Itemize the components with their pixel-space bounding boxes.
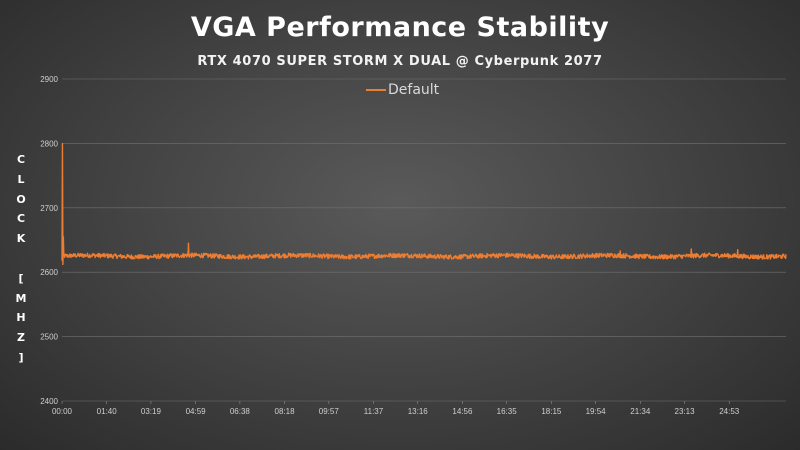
chart-title: VGA Performance Stability bbox=[190, 12, 610, 43]
x-tick-label: 01:40 bbox=[97, 407, 118, 416]
x-tick-label: 11:37 bbox=[364, 407, 384, 416]
y-axis-label-char: C bbox=[16, 212, 26, 226]
y-axis-label-char: C bbox=[16, 153, 26, 166]
y-tick-label: 2600 bbox=[40, 268, 58, 277]
x-tick-label: 23:13 bbox=[675, 407, 696, 416]
y-axis-label-char: Z bbox=[17, 331, 25, 345]
y-axis-label-char: [ bbox=[18, 271, 24, 285]
y-axis-label-char: H bbox=[16, 311, 26, 325]
y-axis-label-char: ] bbox=[18, 350, 24, 364]
chart-subtitle: RTX 4070 SUPER STORM X DUAL @ Cyberpunk … bbox=[197, 54, 603, 69]
x-tick-label: 19:54 bbox=[586, 407, 607, 416]
legend-label: Default bbox=[388, 82, 440, 98]
legend: Default bbox=[366, 82, 439, 98]
x-tick-label: 08:18 bbox=[275, 407, 296, 416]
y-tick-label: 2900 bbox=[40, 75, 58, 84]
y-tick-label: 2400 bbox=[40, 397, 58, 406]
x-tick-label: 24:53 bbox=[719, 407, 740, 416]
legend-swatch bbox=[366, 89, 386, 91]
y-tick-label: 2700 bbox=[40, 204, 58, 213]
x-tick-label: 09:57 bbox=[319, 407, 340, 416]
series-line-default bbox=[61, 142, 787, 266]
x-tick-label: 04:59 bbox=[186, 407, 207, 416]
y-axis-label-char: M bbox=[15, 291, 27, 305]
y-tick-label: 2800 bbox=[40, 139, 58, 148]
x-tick-label: 06:38 bbox=[230, 407, 251, 416]
x-tick-label: 00:00 bbox=[52, 407, 73, 416]
x-tick-label: 13:16 bbox=[408, 407, 429, 416]
y-axis-label-char: O bbox=[16, 192, 26, 206]
x-tick-label: 14:56 bbox=[452, 407, 473, 416]
x-tick-label: 03:19 bbox=[141, 407, 162, 416]
y-axis-label-char: L bbox=[17, 172, 25, 186]
y-axis-label-char: K bbox=[16, 232, 26, 246]
x-tick-label: 16:35 bbox=[497, 407, 518, 416]
x-tick-label: 21:34 bbox=[630, 407, 651, 416]
x-tick-label: 18:15 bbox=[541, 407, 562, 416]
y-tick-label: 2500 bbox=[40, 333, 58, 342]
